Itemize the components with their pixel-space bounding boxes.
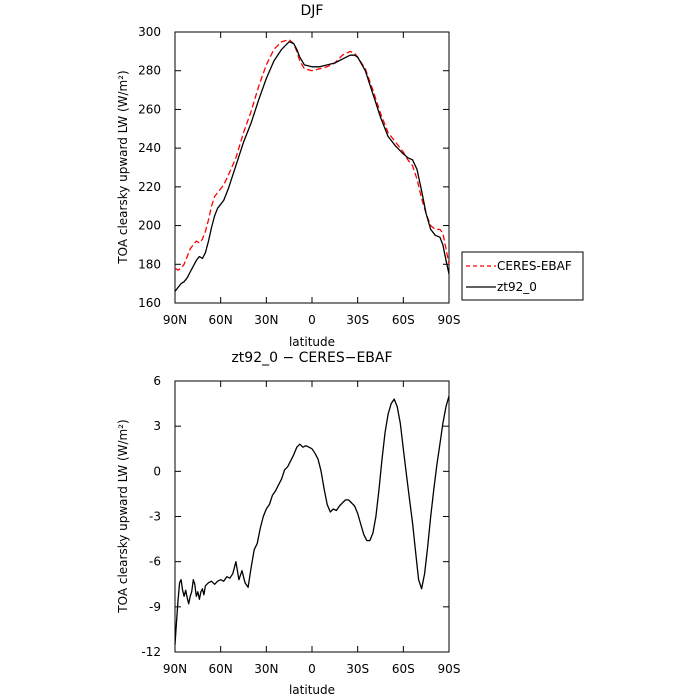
y-tick-label: -9	[149, 600, 161, 614]
legend-label-zt92-0: zt92_0	[497, 280, 537, 294]
top-y-axis-label: TOA clearsky upward LW (W/m²)	[116, 70, 130, 264]
y-tick-label: 0	[153, 464, 161, 478]
y-tick-label: 160	[138, 296, 161, 310]
x-tick-label: 30N	[254, 313, 278, 327]
x-tick-label: 90N	[163, 662, 187, 676]
legend-label-ceres-ebaf: CERES-EBAF	[497, 259, 572, 273]
bottom-plot-frame	[174, 380, 450, 653]
y-tick-label: 240	[138, 141, 161, 155]
bottom-x-axis-label: latitude	[289, 683, 335, 697]
series-line-ceres-ebaf	[174, 39, 450, 271]
x-tick-label: 30S	[346, 313, 369, 327]
series-line-zt92-0	[174, 41, 450, 292]
y-tick-label: 220	[138, 180, 161, 194]
x-tick-label: 60N	[209, 662, 233, 676]
y-tick-label: 260	[138, 102, 161, 116]
x-tick-label: 90S	[438, 313, 461, 327]
top-x-axis-label: latitude	[289, 335, 335, 349]
x-tick-label: 60S	[392, 662, 415, 676]
bottom-chart-title: zt92_0 − CERES−EBAF	[231, 350, 392, 366]
top-chart-panel: DJF 160 180 200 220 240 260 280 300 90N 60N 30N 0 3…	[116, 3, 460, 349]
y-tick-label: 280	[138, 64, 161, 78]
x-tick-label: 90N	[163, 313, 187, 327]
top-chart-title: DJF	[301, 3, 324, 19]
legend: CERES-EBAF zt92_0	[461, 251, 584, 301]
x-tick-label: 0	[308, 662, 316, 676]
x-tick-label: 30S	[346, 662, 369, 676]
x-tick-label: 0	[308, 313, 316, 327]
y-tick-label: 3	[153, 419, 161, 433]
bottom-y-axis-label: TOA clearsky upward LW (W/m²)	[116, 419, 130, 613]
y-tick-label: 200	[138, 219, 161, 233]
bottom-chart-panel: zt92_0 − CERES−EBAF -12 -9 -6 -3 0 3 6 90N 60N 3…	[116, 350, 460, 697]
y-tick-label: -12	[141, 645, 161, 659]
series-line-difference	[174, 395, 450, 645]
y-tick-label: -3	[149, 510, 161, 524]
x-tick-label: 30N	[254, 662, 278, 676]
legend-box	[461, 251, 584, 301]
y-tick-label: 180	[138, 257, 161, 271]
y-tick-label: 6	[153, 374, 161, 388]
y-tick-label: -6	[149, 555, 161, 569]
x-tick-label: 60N	[209, 313, 233, 327]
y-tick-label: 300	[138, 25, 161, 39]
x-tick-label: 90S	[438, 662, 461, 676]
top-plot-frame	[174, 31, 450, 304]
x-tick-label: 60S	[392, 313, 415, 327]
